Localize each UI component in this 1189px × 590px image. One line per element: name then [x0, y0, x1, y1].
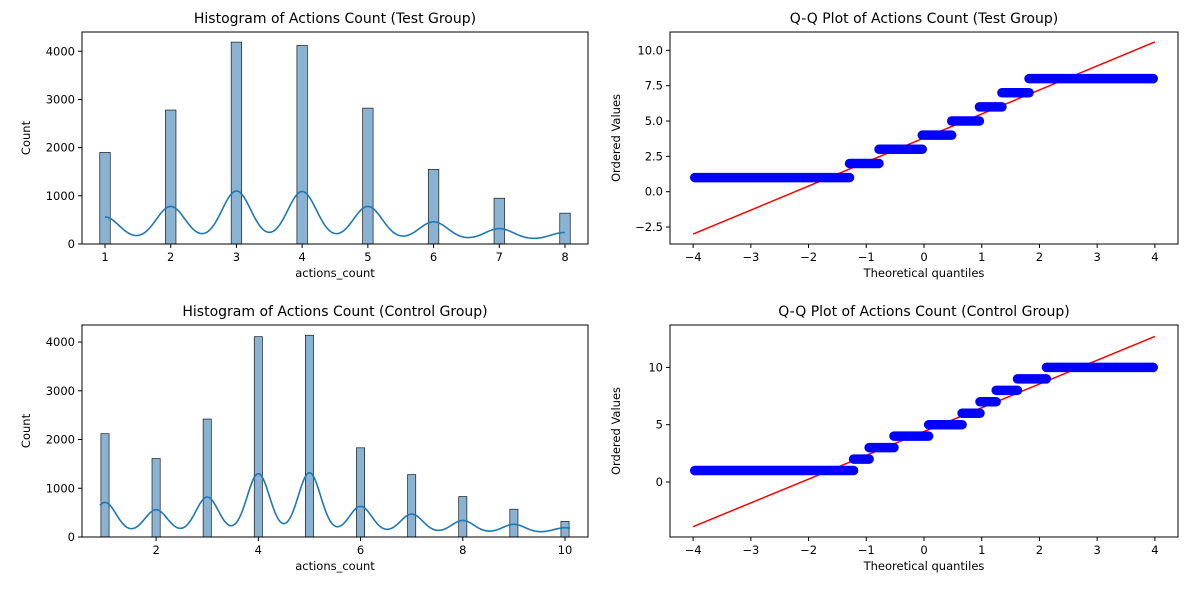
y-tick-label: 4000 [46, 44, 75, 58]
x-tick-label: 1 [101, 250, 108, 264]
plot-area [690, 335, 1158, 528]
chart-title: Q-Q Plot of Actions Count (Control Group… [778, 304, 1069, 320]
x-tick-label: 6 [357, 543, 364, 557]
x-tick-label: 6 [430, 250, 437, 264]
y-tick-label: 0 [68, 237, 75, 251]
plot-area [690, 41, 1158, 235]
x-tick-label: 3 [1094, 250, 1101, 264]
x-tick-label: 2 [152, 543, 159, 557]
x-tick-label: −2 [800, 250, 817, 264]
x-axis-label: actions_count [295, 266, 375, 280]
x-tick-label: −3 [742, 250, 759, 264]
x-tick-label: 5 [364, 250, 371, 264]
histogram-bar-3 [230, 41, 243, 244]
x-tick-label: 4 [1151, 543, 1158, 557]
x-tick-label: 1 [978, 543, 985, 557]
chart-title: Histogram of Actions Count (Test Group) [194, 11, 476, 27]
y-tick-label: 10.0 [637, 43, 663, 57]
x-tick-label: −1 [858, 543, 875, 557]
histogram-bar-4 [253, 336, 263, 537]
histogram-bar-5 [362, 107, 374, 244]
kde-curve [104, 190, 566, 240]
histogram-bar-1 [99, 152, 111, 244]
plot-area [99, 334, 571, 537]
x-tick-label: 4 [1151, 250, 1158, 264]
x-tick-label: −4 [685, 543, 702, 557]
y-tick-label: 1000 [46, 481, 75, 495]
histogram-bar-1 [100, 433, 110, 537]
x-tick-label: 7 [496, 250, 503, 264]
histogram-bar-10 [560, 521, 570, 537]
x-tick-label: 2 [1036, 250, 1043, 264]
y-tick-label: 4000 [46, 335, 75, 349]
x-tick-label: 0 [920, 543, 927, 557]
y-tick-label: 3000 [46, 384, 75, 398]
qq-point-max [1148, 362, 1158, 373]
qq-point-min [690, 465, 700, 476]
y-axis-label: Ordered Values [609, 94, 623, 182]
qq-point-min [690, 172, 700, 183]
chart-title: Q-Q Plot of Actions Count (Test Group) [790, 11, 1058, 27]
x-axis-label: Theoretical quantiles [863, 266, 985, 280]
x-tick-label: 4 [255, 543, 262, 557]
y-tick-label: 2000 [46, 433, 75, 447]
axes-frame [81, 324, 589, 538]
x-tick-label: −1 [858, 250, 875, 264]
y-tick-label: 2000 [46, 141, 75, 155]
histogram-bar-8 [458, 496, 468, 537]
chart-title: Histogram of Actions Count (Control Grou… [182, 304, 487, 320]
y-tick-label: 0 [68, 530, 75, 544]
y-tick-label: 0 [656, 475, 663, 489]
qq-point-max [1148, 73, 1158, 84]
y-tick-label: 1000 [46, 189, 75, 203]
axes-frame [81, 31, 589, 245]
y-tick-label: 7.5 [645, 79, 663, 93]
x-tick-label: −3 [742, 543, 759, 557]
y-tick-label: 5 [656, 418, 663, 432]
histogram-bar-2 [165, 109, 177, 244]
histogram-bar-3 [202, 418, 212, 537]
x-tick-label: −2 [800, 543, 817, 557]
histogram-bar-2 [151, 458, 161, 537]
x-tick-label: 8 [561, 250, 568, 264]
plot-area [99, 41, 571, 244]
x-tick-label: 3 [1094, 543, 1101, 557]
histogram-bar-6 [356, 447, 365, 537]
chart-panel-3: 2 4 6 8 10 0 1000 2000 3000 4000 Histogram of Acti… [19, 304, 589, 573]
x-tick-label: 4 [298, 250, 305, 264]
kde-curve [99, 471, 571, 533]
x-axis-label: Theoretical quantiles [863, 559, 985, 573]
x-tick-label: 8 [459, 543, 466, 557]
y-tick-label: 10 [648, 360, 663, 374]
y-tick-label: −2.5 [635, 220, 663, 234]
histogram-bar-4 [296, 45, 308, 244]
chart-panel-4: −4 −3 −2 −1 0 1 2 3 4 0 5 10 Q-Q Plot of Actions Cou… [609, 304, 1179, 573]
y-axis-label: Ordered Values [609, 387, 623, 475]
histogram-bar-8 [559, 212, 571, 244]
y-axis-label: Count [19, 413, 33, 448]
x-tick-label: 2 [167, 250, 174, 264]
histogram-bar-9 [509, 508, 519, 537]
histogram-bar-7 [493, 197, 505, 244]
x-tick-label: 10 [558, 543, 573, 557]
chart-panel-2: −4 −3 −2 −1 0 1 2 3 4 −2.5 0.0 2.5 5.0 7.5 10.0 Q-Q Plo… [609, 11, 1179, 280]
x-tick-label: 0 [920, 250, 927, 264]
histogram-bar-5 [305, 334, 314, 537]
x-tick-label: −4 [685, 250, 702, 264]
y-tick-label: 3000 [46, 92, 75, 106]
y-tick-label: 5.0 [645, 114, 663, 128]
y-axis-label: Count [19, 120, 33, 155]
x-tick-label: 3 [233, 250, 240, 264]
histogram-bar-6 [427, 168, 440, 244]
y-tick-label: 2.5 [645, 149, 663, 163]
y-tick-label: 0.0 [645, 185, 663, 199]
histogram-bar-7 [407, 474, 417, 537]
x-tick-label: 1 [978, 250, 985, 264]
x-axis-label: actions_count [295, 559, 375, 573]
x-tick-label: 2 [1036, 543, 1043, 557]
chart-panel-1: 1 2 3 4 5 6 7 8 0 1000 2000 3000 4000 Histogram of Ac… [19, 11, 589, 280]
